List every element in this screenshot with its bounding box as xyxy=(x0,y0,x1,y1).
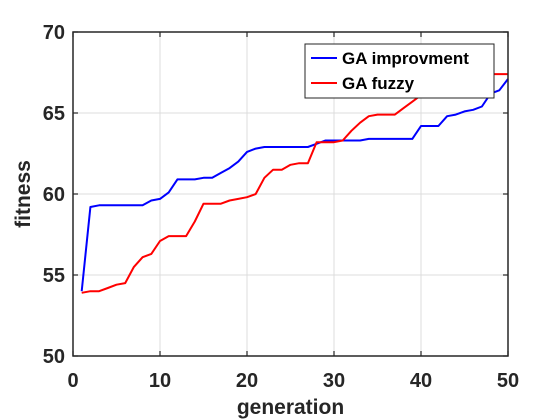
legend-label-ga-fuzzy: GA fuzzy xyxy=(342,74,415,93)
grid xyxy=(73,32,508,356)
x-tick-label: 0 xyxy=(67,370,78,392)
x-tick-label: 10 xyxy=(149,370,171,392)
series-line-0 xyxy=(80,78,509,292)
x-axis-label: generation xyxy=(237,396,344,419)
legend: GA improvment GA fuzzy xyxy=(304,43,495,99)
axis-ticks: 0 10 20 30 40 50 50 55 60 65 70 xyxy=(43,22,519,392)
legend-box xyxy=(304,43,495,99)
x-tick-label: 50 xyxy=(497,370,519,392)
legend-label-ga-improvment: GA improvment xyxy=(342,49,469,68)
y-tick-label: 60 xyxy=(43,184,65,206)
x-tick-label: 30 xyxy=(323,370,345,392)
x-tick-label: 20 xyxy=(236,370,258,392)
y-tick-label: 50 xyxy=(43,346,65,368)
y-tick-label: 65 xyxy=(43,103,65,125)
x-tick-label: 40 xyxy=(410,370,432,392)
y-tick-label: 55 xyxy=(43,265,65,287)
y-axis-label: fitness xyxy=(12,160,35,228)
y-tick-label: 70 xyxy=(43,22,65,44)
